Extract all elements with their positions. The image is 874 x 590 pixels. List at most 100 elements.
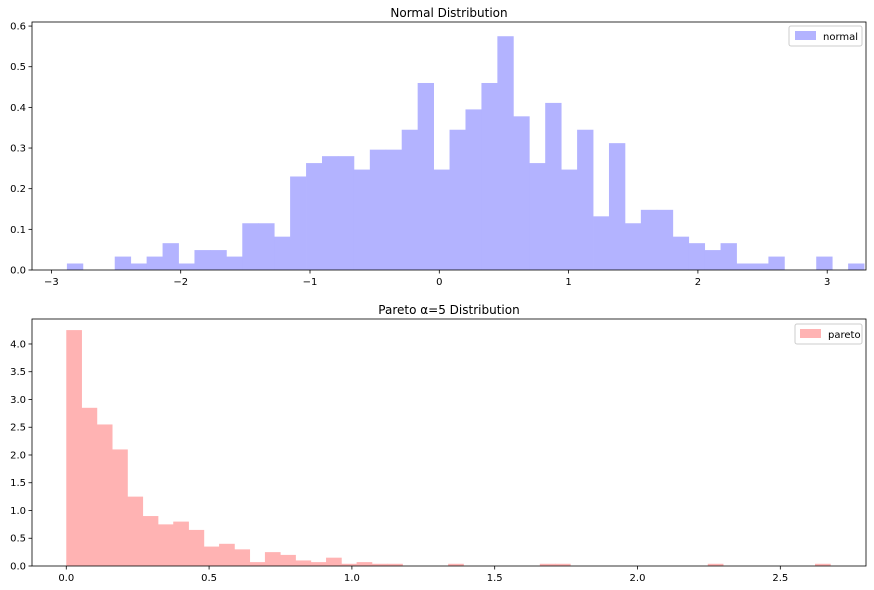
histogram-bar — [720, 243, 737, 270]
x-tick-label: 2.0 — [630, 573, 646, 584]
histogram-bar — [688, 243, 706, 270]
histogram-bar — [210, 250, 227, 270]
histogram-bar — [142, 516, 159, 566]
histogram-bar — [816, 256, 833, 270]
x-tick-label: −2 — [173, 277, 188, 288]
y-tick-label: 2.0 — [10, 450, 26, 461]
histogram-bar — [280, 554, 296, 566]
histogram-bar — [274, 236, 291, 270]
histogram-bar — [371, 563, 388, 566]
axes-frame — [31, 21, 867, 271]
pareto-axes: 0.0 0.5 1.0 1.5 2.0 2.5 0.0 0.5 1.0 1.5 2.0 2.5 3.0 3… — [10, 318, 867, 584]
histogram-bar — [66, 263, 84, 270]
histogram-bar — [264, 552, 281, 566]
x-tick-label: 1.5 — [487, 573, 503, 584]
histogram-bar — [178, 263, 195, 270]
y-tick-label: 0.4 — [10, 103, 26, 114]
y-tick-label: 0.6 — [10, 22, 26, 33]
normal-histogram-bars — [66, 36, 865, 271]
histogram-bar — [593, 216, 610, 270]
histogram-bar — [497, 36, 514, 271]
histogram-bar — [768, 256, 785, 270]
legend: normal — [788, 25, 863, 47]
x-tick-label: −3 — [44, 277, 59, 288]
axes-frame — [31, 318, 867, 567]
y-tick-label: 4.0 — [10, 339, 26, 350]
histogram-bar — [322, 156, 339, 270]
histogram-bar — [81, 407, 98, 566]
histogram-bar — [219, 543, 235, 566]
histogram-bar — [194, 250, 211, 270]
legend-label-pareto: pareto — [828, 330, 861, 341]
y-tick-label: 2.5 — [10, 423, 26, 434]
normal-axes: −3 −2 −1 0 1 2 3 0.0 0.1 0.2 0.3 0.4 0.5 0.6 — [10, 21, 867, 288]
x-tick-label: 0.5 — [201, 573, 217, 584]
histogram-bar — [114, 256, 132, 270]
histogram-bar — [173, 521, 189, 566]
y-tick-label: 0.0 — [10, 266, 26, 277]
histogram-bar — [624, 223, 642, 270]
histogram-bar — [66, 330, 82, 566]
legend-label-normal: normal — [823, 32, 858, 43]
x-tick-label: 0 — [436, 277, 442, 288]
x-tick-label: 3 — [824, 277, 830, 288]
histogram-bar — [258, 223, 275, 270]
chart-title: Pareto α=5 Distribution — [378, 303, 519, 317]
legend-swatch-pareto — [800, 329, 821, 338]
histogram-bar — [341, 563, 357, 566]
histogram-bar — [326, 557, 342, 566]
x-tick-label: 2 — [695, 277, 701, 288]
histogram-bar — [672, 236, 690, 270]
histogram-bar — [417, 82, 434, 270]
y-tick-label: 1.5 — [10, 478, 26, 489]
histogram-bar — [707, 563, 724, 566]
histogram-bar — [356, 562, 373, 566]
pareto-distribution-panel: Pareto α=5 Distribution 0.0 0.5 1.0 1.5 2.0 2… — [10, 303, 867, 584]
histogram-bar — [656, 209, 674, 270]
x-tick-label: 0.0 — [58, 573, 74, 584]
histogram-bar — [815, 563, 831, 566]
histogram-bar — [306, 163, 323, 270]
histogram-bar — [449, 129, 466, 270]
legend: pareto — [794, 323, 863, 345]
histogram-bar — [640, 209, 658, 270]
histogram-bar — [433, 169, 450, 270]
histogram-bar — [157, 524, 174, 566]
histogram-bar — [188, 529, 205, 566]
y-tick-label: 0.0 — [10, 562, 26, 573]
histogram-bar — [561, 169, 578, 270]
x-tick-label: −1 — [303, 277, 318, 288]
histogram-bar — [465, 109, 482, 270]
histogram-bar — [577, 129, 594, 270]
y-tick-label: 3.5 — [10, 367, 26, 378]
y-tick-label: 1.0 — [10, 506, 26, 517]
histogram-bar — [401, 129, 419, 270]
histogram-bar — [353, 169, 371, 270]
x-tick-label: 2.5 — [772, 573, 788, 584]
histogram-bar — [513, 116, 530, 270]
histogram-bar — [130, 263, 148, 270]
histogram-bar — [752, 263, 769, 270]
histogram-bar — [146, 256, 163, 270]
histogram-bar — [295, 560, 312, 566]
histogram-bar — [539, 563, 556, 566]
histogram-bar — [226, 256, 243, 270]
histogram-bar — [203, 546, 220, 566]
histogram-bar — [387, 563, 403, 566]
y-tick-label: 0.1 — [10, 225, 26, 236]
histogram-bar — [242, 223, 259, 270]
histogram-bar — [608, 143, 626, 270]
histogram-bar — [310, 562, 327, 566]
histogram-bar — [385, 149, 403, 270]
histogram-bar — [337, 156, 355, 270]
histogram-bar — [736, 263, 753, 270]
y-tick-label: 3.0 — [10, 395, 26, 406]
legend-swatch-normal — [795, 31, 816, 40]
histogram-bar — [127, 496, 144, 566]
y-tick-label: 0.5 — [10, 534, 26, 545]
y-tick-label: 0.2 — [10, 184, 26, 195]
y-tick-label: 0.3 — [10, 144, 26, 155]
x-tick-label: 1 — [565, 277, 571, 288]
